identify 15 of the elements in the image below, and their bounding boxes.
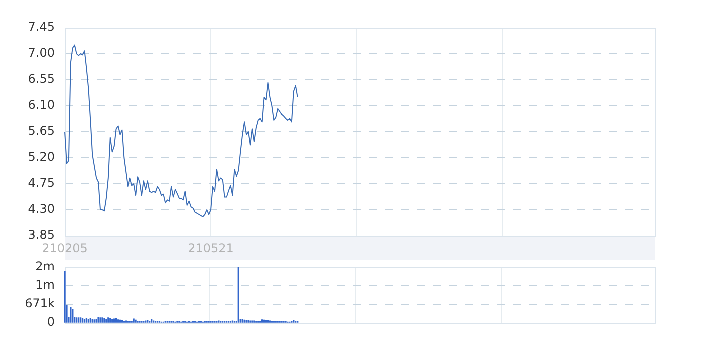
y-tick-label: 5.65 <box>28 124 55 138</box>
y-tick-label: 6.10 <box>28 98 55 112</box>
y-tick-label: 4.75 <box>28 176 55 190</box>
y-tick-label: 3.85 <box>28 228 55 242</box>
y-tick-label: 5.20 <box>28 150 55 164</box>
y-tick-label: 7.45 <box>28 20 55 34</box>
y-tick-label: 2m <box>36 259 55 274</box>
y-tick-label: 1m <box>36 278 55 292</box>
y-tick-label: 7.00 <box>28 46 55 60</box>
y-tick-label: 6.55 <box>28 72 55 86</box>
x-tick-label: 210521 <box>188 241 234 256</box>
y-tick-label: 0 <box>47 315 55 330</box>
x-tick-label: 210205 <box>42 241 88 256</box>
y-tick-label: 671k <box>25 296 56 311</box>
y-tick-label: 4.30 <box>28 202 55 216</box>
